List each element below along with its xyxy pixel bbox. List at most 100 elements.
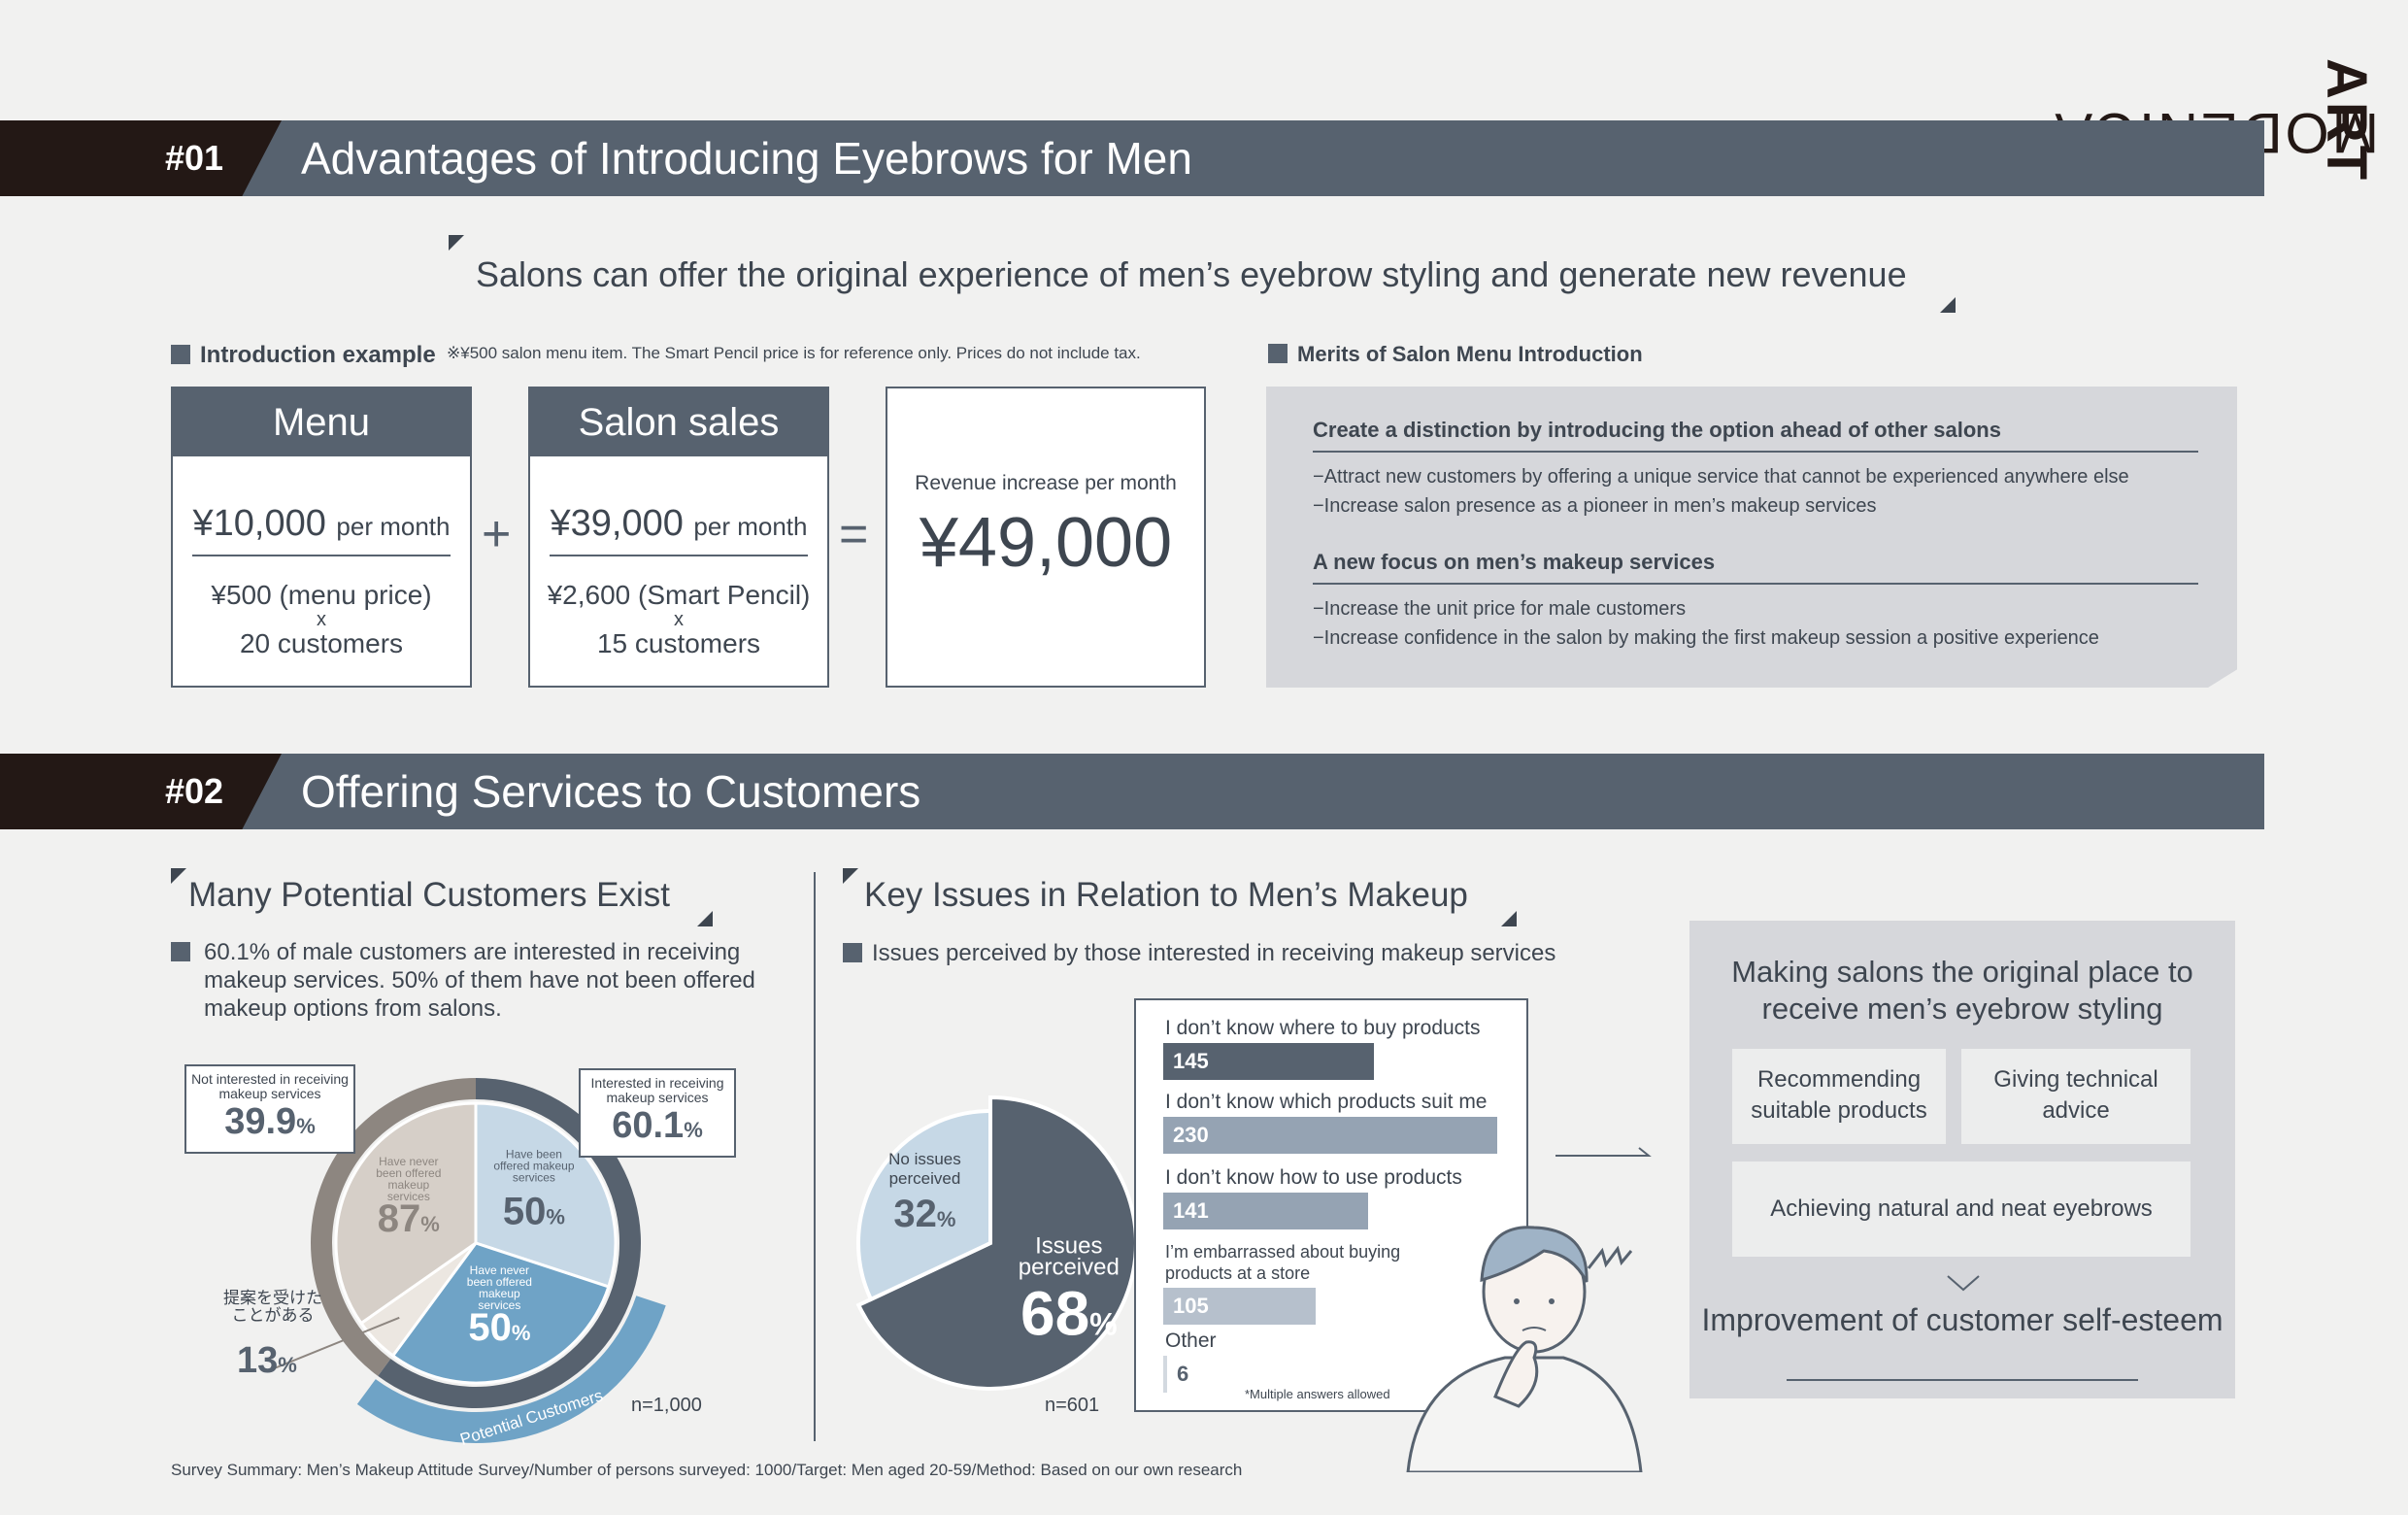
issues-bar-chart: I don’t know where to buy products 145 I d… bbox=[1134, 998, 1528, 1412]
revenue-label: Revenue increase per month bbox=[915, 472, 1177, 494]
corner-mark bbox=[449, 235, 464, 251]
menu-calc: ¥500 (menu price) x 20 customers bbox=[211, 580, 432, 658]
equals-sign: = bbox=[839, 506, 869, 562]
slice-issues bbox=[855, 1094, 1138, 1391]
n-label-1: n=1,000 bbox=[631, 1395, 702, 1416]
merits-panel: Create a distinction by introducing the … bbox=[1266, 387, 2237, 688]
panel-cell: Achieving natural and neat eyebrows bbox=[1732, 1162, 2191, 1257]
proposed-value: 13% bbox=[237, 1340, 297, 1381]
section2-header: #02 Offering Services to Customers bbox=[0, 754, 2264, 829]
no-issues-label: No issues bbox=[888, 1150, 961, 1168]
callout-interested: Interested in receiving makeup services … bbox=[579, 1068, 736, 1158]
offered-label: Have been bbox=[506, 1148, 562, 1162]
ni-never-offered-label: makeup bbox=[387, 1178, 429, 1192]
chevron-down-icon bbox=[1947, 1275, 1980, 1292]
section1-tagline: Salons can offer the original experience… bbox=[476, 254, 1907, 294]
ni-never-offered-label: Have never bbox=[379, 1155, 438, 1168]
panel-cell: Giving technical advice bbox=[1961, 1049, 2191, 1144]
menu-price: ¥10,000 per month bbox=[192, 503, 451, 556]
merit-line: −Increase the unit price for male custom… bbox=[1313, 598, 1687, 620]
bar: 6 bbox=[1163, 1356, 1192, 1393]
issues-label: perceived bbox=[1019, 1255, 1120, 1281]
intro-label-row: Introduction example bbox=[171, 342, 436, 369]
mid-intro: Issues perceived by those interested in … bbox=[872, 940, 1556, 966]
multiple-answers-note: *Multiple answers allowed bbox=[1245, 1387, 1390, 1401]
potential-customers-arc bbox=[356, 1296, 666, 1443]
brand-logo: MODENICA ART bbox=[2052, 58, 2389, 563]
corner-mark bbox=[843, 868, 858, 884]
menu-box: Menu ¥10,000 per month ¥500 (menu price)… bbox=[171, 387, 472, 688]
section1-title: Advantages of Introducing Eyebrows for M… bbox=[301, 133, 1192, 184]
merits-label-row: Merits of Salon Menu Introduction bbox=[1268, 342, 1643, 367]
ni-never-offered-label: services bbox=[387, 1190, 430, 1203]
offered-label: services bbox=[513, 1171, 555, 1185]
never-offered-label: been offered bbox=[467, 1275, 532, 1289]
corner-mark bbox=[1501, 911, 1517, 926]
sales-calc: ¥2,600 (Smart Pencil) x 15 customers bbox=[547, 580, 811, 658]
panel-cell: Recommending suitable products bbox=[1732, 1049, 1946, 1144]
salon-panel: Making salons the original place to rece… bbox=[1689, 921, 2235, 1398]
bar: 141 bbox=[1163, 1193, 1368, 1229]
square-bullet-icon bbox=[171, 345, 190, 364]
left-intro: 60.1% of male customers are interested i… bbox=[204, 939, 755, 1022]
merit-line: −Increase confidence in the salon by mak… bbox=[1313, 627, 2099, 649]
merits-label: Merits of Salon Menu Introduction bbox=[1297, 342, 1643, 366]
revenue-box: Revenue increase per month ¥49,000 bbox=[886, 387, 1206, 688]
n-label-2: n=601 bbox=[1045, 1395, 1100, 1416]
never-offered-label: Have never bbox=[470, 1263, 529, 1277]
slice-offered bbox=[474, 1101, 618, 1289]
bar-category-label: Other bbox=[1165, 1330, 1217, 1352]
panel-result: Improvement of customer self-esteem bbox=[1701, 1302, 2224, 1337]
merit-line: −Attract new customers by offering a uni… bbox=[1313, 466, 2129, 488]
bar: 105 bbox=[1163, 1288, 1317, 1325]
mid-heading: Key Issues in Relation to Men’s Makeup bbox=[864, 876, 1468, 914]
left-heading: Many Potential Customers Exist bbox=[188, 876, 671, 914]
slice-never-offered bbox=[390, 1241, 611, 1385]
corner-mark bbox=[171, 868, 186, 884]
intro-note: ※¥500 salon menu item. The Smart Pencil … bbox=[447, 344, 1141, 362]
panel-title: Making salons the original place to rece… bbox=[1731, 955, 2193, 1026]
bar: 145 bbox=[1163, 1043, 1374, 1080]
square-bullet-icon bbox=[1268, 344, 1288, 363]
issues-label: Issues bbox=[1035, 1233, 1102, 1260]
never-offered-label: services bbox=[478, 1298, 520, 1312]
sales-price: ¥39,000 per month bbox=[550, 503, 808, 556]
section2-number: #02 bbox=[165, 771, 224, 811]
survey-footer: Survey Summary: Men’s Makeup Attitude Su… bbox=[171, 1461, 1243, 1479]
callout-not-interested: Not interested in receiving makeup servi… bbox=[184, 1064, 355, 1154]
no-issues-label: perceived bbox=[889, 1169, 961, 1188]
slice-never-offered-ni bbox=[334, 1101, 478, 1326]
merit-heading: Create a distinction by introducing the … bbox=[1313, 418, 2001, 442]
plus-sign: + bbox=[482, 506, 512, 562]
revenue-value: ¥49,000 bbox=[919, 504, 1173, 582]
leader-line bbox=[271, 1316, 400, 1370]
thinking-man-illustration bbox=[1406, 1226, 1643, 1472]
square-bullet-icon bbox=[843, 943, 862, 962]
arrow-icon bbox=[1555, 1147, 1652, 1157]
section2-title: Offering Services to Customers bbox=[301, 766, 921, 817]
corner-mark bbox=[697, 911, 713, 926]
mid-intro-row: Issues perceived by those interested in … bbox=[843, 940, 1555, 967]
sales-box: Salon sales ¥39,000 per month ¥2,600 (Sm… bbox=[528, 387, 829, 688]
section1-number: #01 bbox=[165, 138, 224, 178]
section1-header: #01 Advantages of Introducing Eyebrows f… bbox=[0, 120, 2264, 196]
sales-header: Salon sales bbox=[530, 388, 827, 456]
bar: 230 bbox=[1163, 1117, 1497, 1154]
never-offered-label: makeup bbox=[479, 1287, 520, 1300]
offered-label: offered makeup bbox=[493, 1160, 574, 1173]
intro-label: Introduction example bbox=[200, 342, 436, 368]
bar-category-label: I don’t know which products suit me bbox=[1165, 1091, 1488, 1113]
menu-header: Menu bbox=[173, 388, 470, 456]
bar-category-label: I’m embarrassed about buying products at… bbox=[1165, 1242, 1401, 1283]
proposed-label: 提案を受けたことがある bbox=[223, 1289, 322, 1325]
column-divider bbox=[814, 872, 816, 1441]
ni-never-offered-label: been offered bbox=[376, 1166, 441, 1180]
slice-no-issues bbox=[856, 1108, 992, 1302]
no-issues-value: 32% bbox=[893, 1193, 955, 1235]
corner-mark bbox=[1940, 297, 1956, 313]
bar-category-label: I don’t know how to use products bbox=[1165, 1166, 1462, 1189]
ring-interested bbox=[378, 1078, 642, 1408]
square-bullet-icon bbox=[171, 942, 200, 964]
